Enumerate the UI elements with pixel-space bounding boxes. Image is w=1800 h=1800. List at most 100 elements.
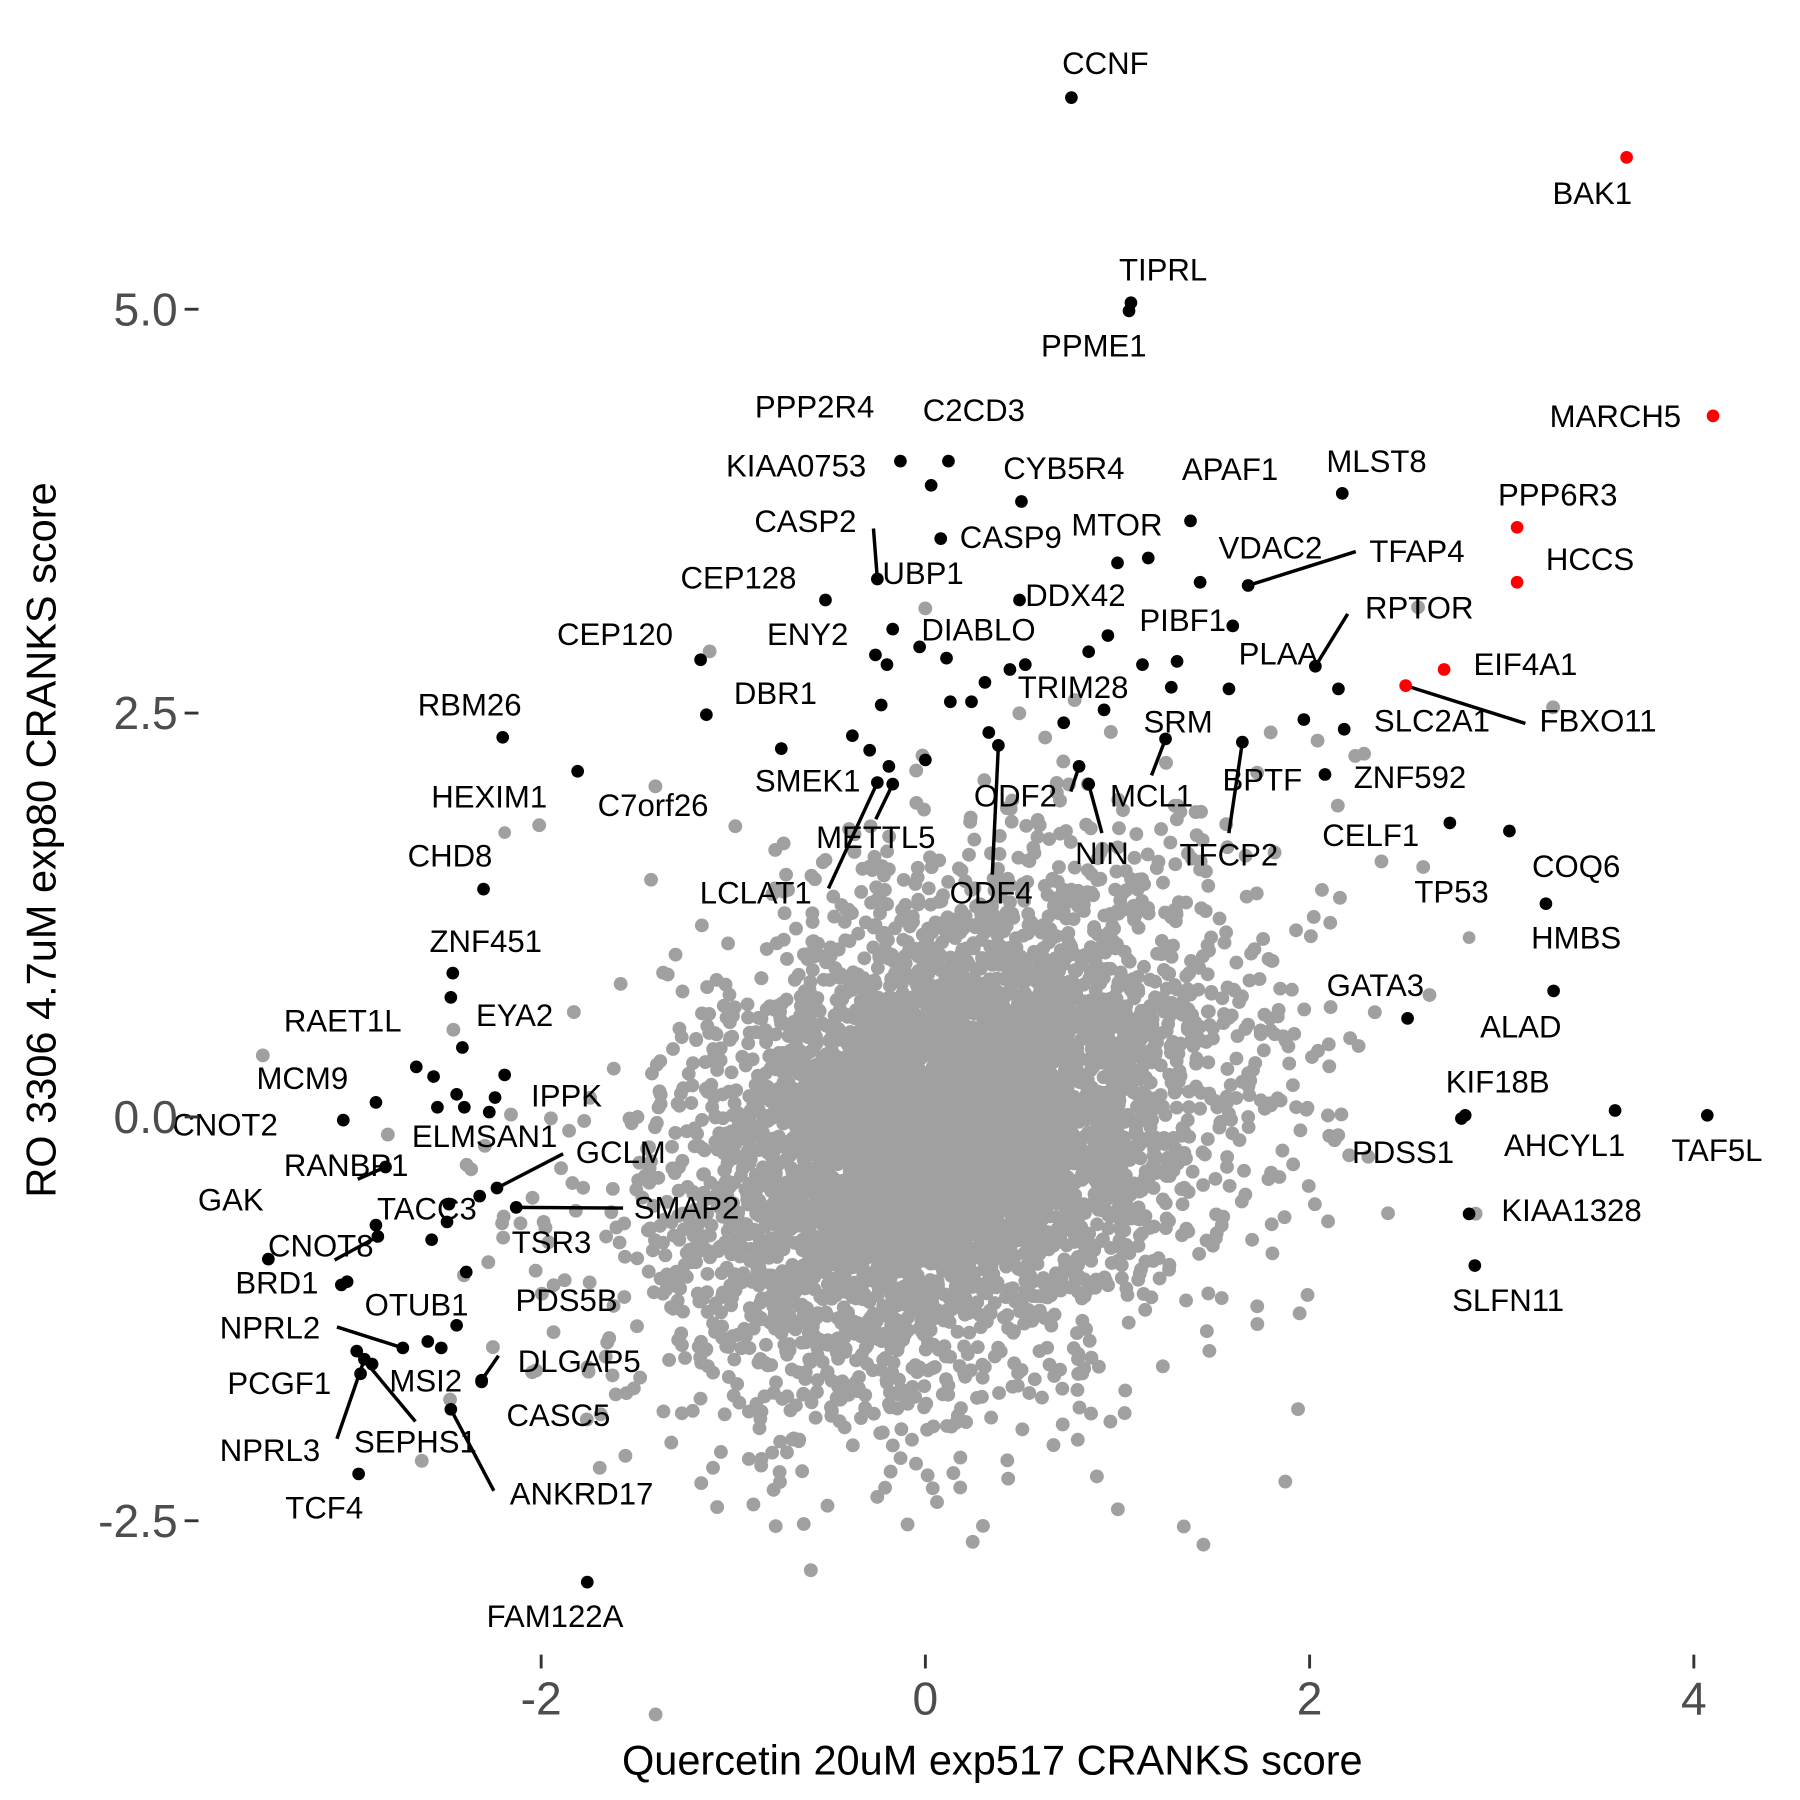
background-point <box>727 1269 742 1284</box>
background-point <box>1332 890 1347 905</box>
background-point <box>1051 860 1066 874</box>
background-point <box>977 1360 992 1374</box>
background-point <box>1206 1021 1220 1036</box>
background-point <box>977 773 992 788</box>
background-point <box>630 1251 645 1266</box>
background-point <box>1038 730 1053 745</box>
background-point <box>1196 1537 1211 1552</box>
background-point <box>742 1301 757 1316</box>
background-point <box>870 961 885 975</box>
background-point <box>694 918 709 933</box>
background-point <box>656 965 671 980</box>
background-point <box>1022 1386 1037 1400</box>
background-point <box>1193 862 1207 877</box>
background-point <box>681 1210 696 1225</box>
background-point <box>1300 1100 1315 1115</box>
background-point <box>660 1194 674 1209</box>
background-point <box>818 853 833 867</box>
background-point <box>896 872 911 887</box>
background-point <box>1303 929 1318 944</box>
background-point <box>1222 1178 1237 1193</box>
background-point <box>726 1211 741 1226</box>
background-point <box>1367 1005 1382 1020</box>
background-point <box>1081 863 1095 878</box>
background-point <box>984 1410 999 1425</box>
background-point <box>776 836 791 851</box>
background-point <box>1238 1187 1253 1202</box>
background-point <box>1209 1226 1224 1241</box>
background-point <box>1293 1123 1308 1138</box>
background-point <box>1076 1130 1091 1144</box>
background-point <box>684 1096 699 1110</box>
background-point <box>1144 1290 1159 1305</box>
background-point <box>920 1422 935 1437</box>
background-point <box>910 1365 925 1379</box>
background-point <box>904 1432 919 1447</box>
background-point <box>1330 798 1345 813</box>
background-point <box>1163 835 1178 850</box>
background-point <box>1132 1266 1147 1281</box>
background-point <box>1169 1100 1184 1115</box>
background-point <box>966 941 981 956</box>
background-point <box>713 1445 728 1459</box>
background-point <box>1220 840 1235 855</box>
background-point <box>658 1248 673 1263</box>
background-point <box>822 1033 837 1048</box>
background-point <box>752 1193 767 1208</box>
background-point <box>1117 1406 1132 1421</box>
background-point <box>1227 983 1242 998</box>
background-point <box>722 987 737 1002</box>
background-point <box>905 909 920 924</box>
background-point <box>724 1298 739 1313</box>
background-point <box>605 1368 620 1383</box>
background-point <box>1267 1027 1282 1042</box>
background-point <box>851 926 866 941</box>
background-point <box>802 1045 817 1060</box>
background-point <box>1179 895 1193 910</box>
background-point <box>1156 875 1170 890</box>
background-point <box>1202 943 1216 958</box>
background-point <box>952 1359 967 1373</box>
background-point <box>1192 1246 1207 1261</box>
background-point <box>781 883 795 897</box>
background-point <box>1273 981 1288 996</box>
background-point <box>883 1464 898 1479</box>
background-point <box>1096 1070 1111 1085</box>
background-point <box>1156 962 1171 977</box>
background-point <box>764 1358 779 1372</box>
background-point <box>664 1300 678 1315</box>
background-point <box>754 1311 768 1325</box>
background-point <box>643 1171 658 1186</box>
background-point <box>1241 1110 1256 1124</box>
background-point <box>763 1207 778 1222</box>
background-point <box>930 955 945 970</box>
background-point <box>919 1396 934 1411</box>
background-point <box>772 1465 787 1479</box>
background-point <box>823 1021 838 1036</box>
background-point <box>727 1352 742 1367</box>
background-point <box>1116 803 1130 818</box>
background-point <box>1113 893 1128 908</box>
background-point <box>1285 1078 1300 1093</box>
background-point <box>1091 927 1105 942</box>
background-point <box>878 1480 892 1495</box>
background-point <box>255 1048 270 1063</box>
background-point <box>1072 1400 1087 1415</box>
background-point <box>852 977 867 992</box>
background-point <box>858 1400 873 1415</box>
background-point <box>954 863 969 878</box>
background-point <box>557 1273 572 1288</box>
background-point <box>1082 1333 1097 1348</box>
background-point <box>568 1203 583 1218</box>
background-point <box>671 1332 686 1347</box>
background-point <box>1137 959 1151 974</box>
background-point <box>676 1081 691 1096</box>
background-point <box>1286 1157 1301 1172</box>
background-point <box>837 914 852 929</box>
background-point <box>583 1090 598 1105</box>
background-point <box>1063 835 1078 849</box>
background-point <box>1000 1308 1015 1323</box>
background-point <box>933 1305 948 1320</box>
background-point <box>758 1066 773 1081</box>
background-point <box>834 1391 849 1406</box>
